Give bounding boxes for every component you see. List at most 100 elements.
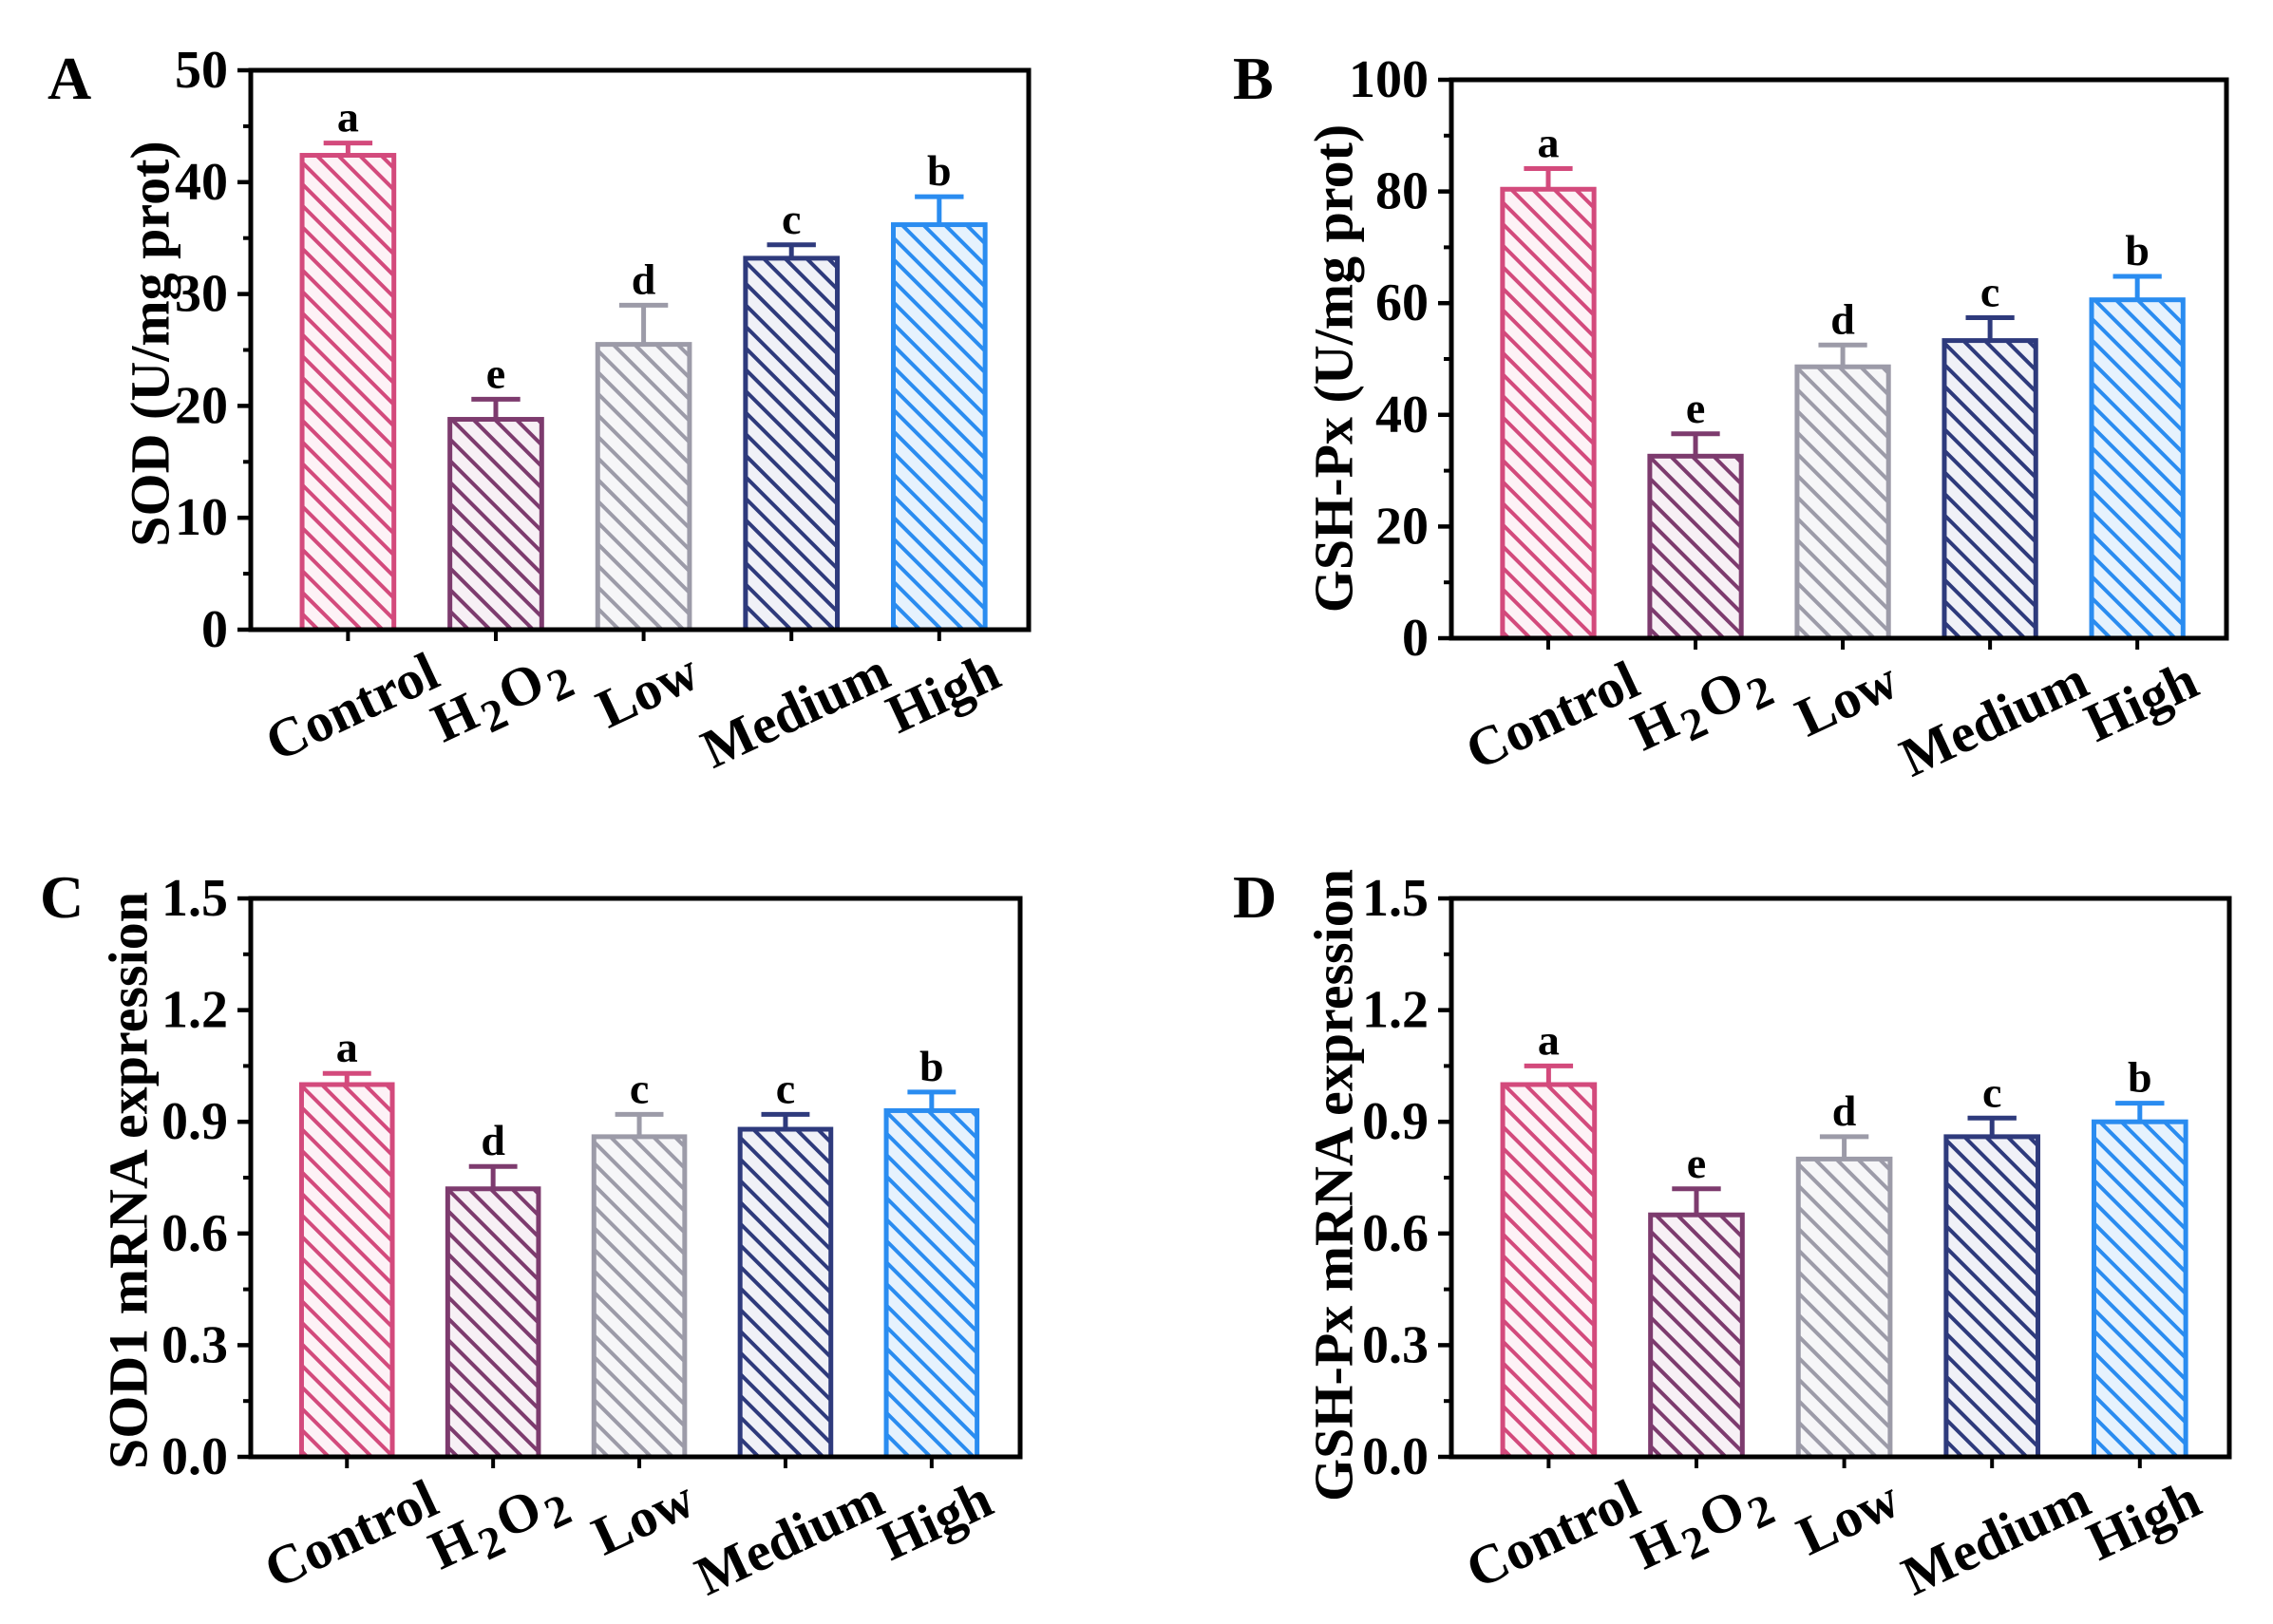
x-tick-label-h2o2: H2O2 <box>420 1464 579 1590</box>
x-tick-label-h2o2: H2O2 <box>1621 646 1781 771</box>
y-tick-label: 0.6 <box>161 1204 228 1263</box>
panel-label: C <box>40 863 84 931</box>
bar-h2o2 <box>445 1186 541 1460</box>
bar-medium <box>737 1126 834 1460</box>
error-bar-h2o2 <box>1671 431 1720 457</box>
error-bar-h2o2 <box>471 396 521 420</box>
panel-label: B <box>1233 45 1274 112</box>
error-bar-high <box>907 1089 957 1111</box>
error-bar-medium <box>1967 1115 2017 1137</box>
bar-low <box>1794 364 1891 641</box>
y-tick-label: 60 <box>1375 274 1429 332</box>
x-tick-label-h2o2: H2O2 <box>422 637 581 763</box>
panel-label: A <box>47 45 91 112</box>
y-tick-label: 10 <box>175 488 228 547</box>
y-tick-label: 0 <box>1402 609 1429 668</box>
panel-b: a Control e H2O2 d Low c Medium b High 0 20 40 60 80 10… <box>1233 45 2229 788</box>
x-tick-label-high: High <box>2075 649 2207 754</box>
x-tick-label-control: Control <box>1457 1467 1649 1600</box>
error-bar-control <box>1524 1063 1574 1085</box>
significance-letter-high: b <box>2125 226 2150 274</box>
significance-letter-high: b <box>927 146 952 195</box>
significance-letter-h2o2: e <box>1687 1139 1706 1187</box>
y-tick-label: 0.0 <box>1362 1427 1429 1486</box>
panel-a: a Control e H2O2 d Low c Medium b High 0 10 20 30 40 50… <box>47 41 1032 780</box>
y-axis-label: GSH-Px mRNA expression <box>1303 869 1365 1501</box>
error-bar-medium <box>767 242 816 258</box>
y-tick-label: 0.9 <box>161 1092 228 1151</box>
x-tick-label-control: Control <box>256 640 448 773</box>
x-tick-label-high: High <box>2078 1467 2209 1573</box>
y-tick-label: 80 <box>1375 162 1429 221</box>
significance-letter-control: a <box>1538 118 1560 166</box>
y-tick-label: 0.0 <box>161 1427 228 1486</box>
significance-letter-medium: c <box>1980 267 1999 315</box>
bar-high <box>2089 297 2186 641</box>
error-bar-low <box>1819 1134 1869 1160</box>
significance-letter-high: b <box>2128 1053 2152 1102</box>
y-tick-label: 0.3 <box>161 1315 228 1374</box>
x-tick-label-control: Control <box>255 1467 446 1600</box>
x-tick-label-medium: Medium <box>1890 649 2096 788</box>
significance-letter-medium: c <box>782 195 801 243</box>
significance-letter-h2o2: d <box>481 1116 505 1164</box>
bar-low <box>591 1134 688 1460</box>
error-bar-high <box>2112 274 2162 300</box>
y-tick-label: 100 <box>1349 50 1429 109</box>
bar-low <box>1795 1156 1893 1460</box>
x-tick-label-low: Low <box>587 640 708 740</box>
significance-letter-medium: c <box>1982 1067 2001 1116</box>
panel-label: D <box>1233 863 1277 931</box>
bar-control <box>1500 186 1597 641</box>
x-tick-label-low: Low <box>1788 1467 1908 1567</box>
y-tick-label: 0.6 <box>1362 1204 1429 1263</box>
bar-medium <box>1942 338 2038 641</box>
bar-high <box>883 1107 980 1460</box>
significance-letter-h2o2: e <box>1686 384 1705 432</box>
significance-letter-h2o2: e <box>486 349 505 397</box>
x-tick-label-h2o2: H2O2 <box>1622 1464 1782 1590</box>
y-tick-label: 20 <box>1375 497 1429 556</box>
error-bar-control <box>322 1070 371 1085</box>
error-bar-h2o2 <box>1672 1186 1721 1216</box>
error-bar-high <box>2115 1101 2165 1123</box>
bar-control <box>1500 1082 1598 1460</box>
error-bar-h2o2 <box>468 1163 518 1189</box>
y-tick-label: 20 <box>175 376 228 435</box>
significance-letter-low: d <box>1832 1086 1857 1135</box>
x-tick-label-medium: Medium <box>1893 1467 2099 1607</box>
error-bar-low <box>615 1111 664 1137</box>
y-axis-label: SOD (U/mg prot) <box>120 141 181 546</box>
y-tick-label: 50 <box>175 41 228 100</box>
x-tick-label-high: High <box>878 640 1009 746</box>
y-tick-label: 1.5 <box>1362 869 1429 928</box>
significance-letter-control: a <box>336 1023 358 1071</box>
bar-h2o2 <box>447 417 544 633</box>
error-bar-low <box>1818 342 1867 368</box>
error-bar-control <box>323 141 373 156</box>
bar-control <box>299 153 397 633</box>
y-tick-label: 0 <box>201 600 228 659</box>
y-tick-label: 0.3 <box>1362 1315 1429 1374</box>
bar-high <box>890 222 988 633</box>
significance-letter-low: c <box>630 1064 649 1112</box>
error-bar-low <box>618 302 669 345</box>
bar-medium <box>1943 1134 2041 1460</box>
error-bar-medium <box>761 1111 810 1130</box>
x-tick-label-control: Control <box>1456 649 1648 782</box>
x-tick-label-low: Low <box>1787 649 1907 748</box>
significance-letter-low: d <box>632 255 656 303</box>
significance-letter-high: b <box>919 1042 944 1090</box>
significance-letter-low: d <box>1830 294 1855 343</box>
panel-d: a Control e H2O2 d Low c Medium b High 0.0 0.3 0.6 0.… <box>1233 863 2232 1607</box>
bar-low <box>595 342 692 633</box>
significance-letter-control: a <box>337 93 359 142</box>
bar-medium <box>743 255 841 633</box>
bar-h2o2 <box>1648 1212 1745 1460</box>
panel-c: a Control d H2O2 c Low c Medium b High 0.0 0.3 0.6 0.… <box>40 863 1023 1607</box>
y-axis-label: SOD1 mRNA expression <box>98 892 160 1469</box>
error-bar-control <box>1524 165 1573 190</box>
significance-letter-control: a <box>1538 1015 1560 1064</box>
